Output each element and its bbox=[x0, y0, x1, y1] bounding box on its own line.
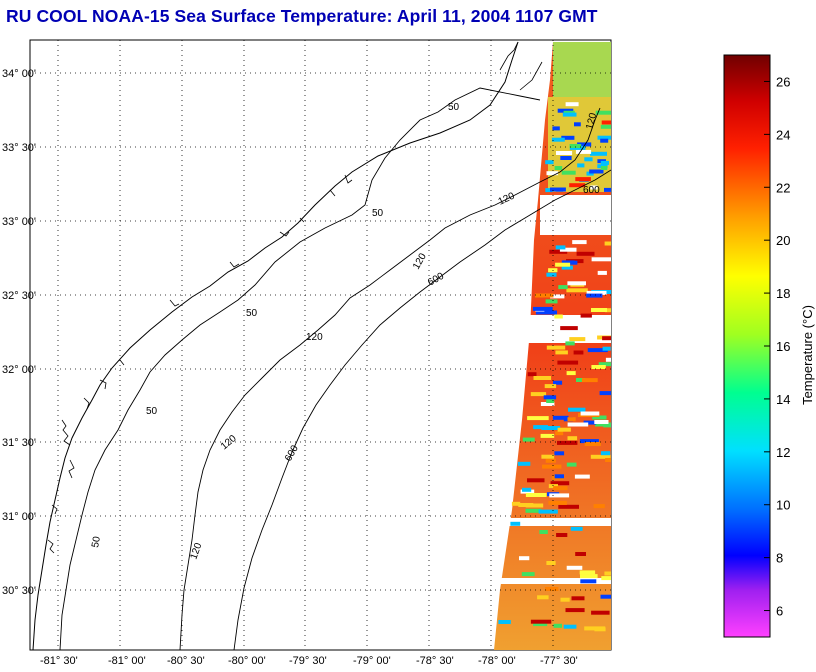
lat-tick-label: 32° 00' bbox=[2, 364, 36, 376]
colorbar-tick-label: 8 bbox=[776, 551, 783, 566]
lon-tick-label: -80° 00' bbox=[228, 655, 266, 667]
colorbar-tick-label: 10 bbox=[776, 498, 790, 513]
sst-noise bbox=[498, 102, 611, 632]
lat-tick-label: 33° 30' bbox=[2, 142, 36, 154]
contour-label: 50 bbox=[448, 102, 460, 113]
isobath-50 bbox=[59, 87, 541, 650]
colorbar-label: Temperature (°C) bbox=[800, 305, 815, 405]
colorbar-tick-label: 16 bbox=[776, 339, 790, 354]
lat-tick-label: 32° 30' bbox=[2, 290, 36, 302]
contour-label: 50 bbox=[146, 406, 158, 417]
lon-tick-label: -78° 00' bbox=[478, 655, 516, 667]
lon-tick-label: -78° 30' bbox=[416, 655, 454, 667]
lon-tick-label: -79° 00' bbox=[353, 655, 391, 667]
contour-label: 120 bbox=[306, 332, 323, 343]
lon-tick-label: -80° 30' bbox=[167, 655, 205, 667]
colorbar-tick-label: 22 bbox=[776, 180, 790, 195]
lat-tick-label: 33° 00' bbox=[2, 216, 36, 228]
longitude-labels: -81° 30' -81° 00' -80° 30' -80° 00' -79°… bbox=[40, 655, 578, 667]
temperature-colorbar: 26 24 22 20 18 16 14 12 10 8 6 Temperature (°C) bbox=[723, 54, 815, 638]
colorbar-tick-label: 20 bbox=[776, 233, 790, 248]
colorbar-tick-label: 14 bbox=[776, 392, 790, 407]
lat-tick-label: 31° 00' bbox=[2, 511, 36, 523]
lat-tick-label: 31° 30' bbox=[2, 437, 36, 449]
contour-label: 50 bbox=[90, 535, 103, 548]
contour-label: 600 bbox=[583, 185, 600, 196]
colorbar-gradient bbox=[723, 54, 771, 638]
lon-tick-label: -77° 30' bbox=[540, 655, 578, 667]
contour-label: 50 bbox=[246, 308, 258, 319]
lon-tick-label: -81° 00' bbox=[108, 655, 146, 667]
map-title: RU COOL NOAA-15 Sea Surface Temperature:… bbox=[6, 6, 598, 26]
coastline bbox=[32, 41, 519, 650]
graticule bbox=[30, 40, 611, 650]
isobath-120 bbox=[179, 107, 601, 650]
colorbar-tick-label: 6 bbox=[776, 604, 783, 619]
colorbar-tick-label: 18 bbox=[776, 286, 790, 301]
colorbar-tick-label: 24 bbox=[776, 127, 790, 142]
colorbar-tick-label: 26 bbox=[776, 74, 790, 89]
lat-tick-label: 30° 30' bbox=[2, 585, 36, 597]
isobath-600 bbox=[233, 169, 611, 650]
lat-tick-label: 34° 00' bbox=[2, 68, 36, 80]
lon-tick-label: -81° 30' bbox=[40, 655, 78, 667]
colorbar-tick-label: 12 bbox=[776, 445, 790, 460]
contour-label: 120 bbox=[584, 111, 599, 130]
lon-tick-label: -79° 30' bbox=[289, 655, 327, 667]
contour-label: 50 bbox=[372, 208, 384, 219]
latitude-labels: 34° 00' 33° 30' 33° 00' 32° 30' 32° 00' … bbox=[2, 68, 36, 597]
